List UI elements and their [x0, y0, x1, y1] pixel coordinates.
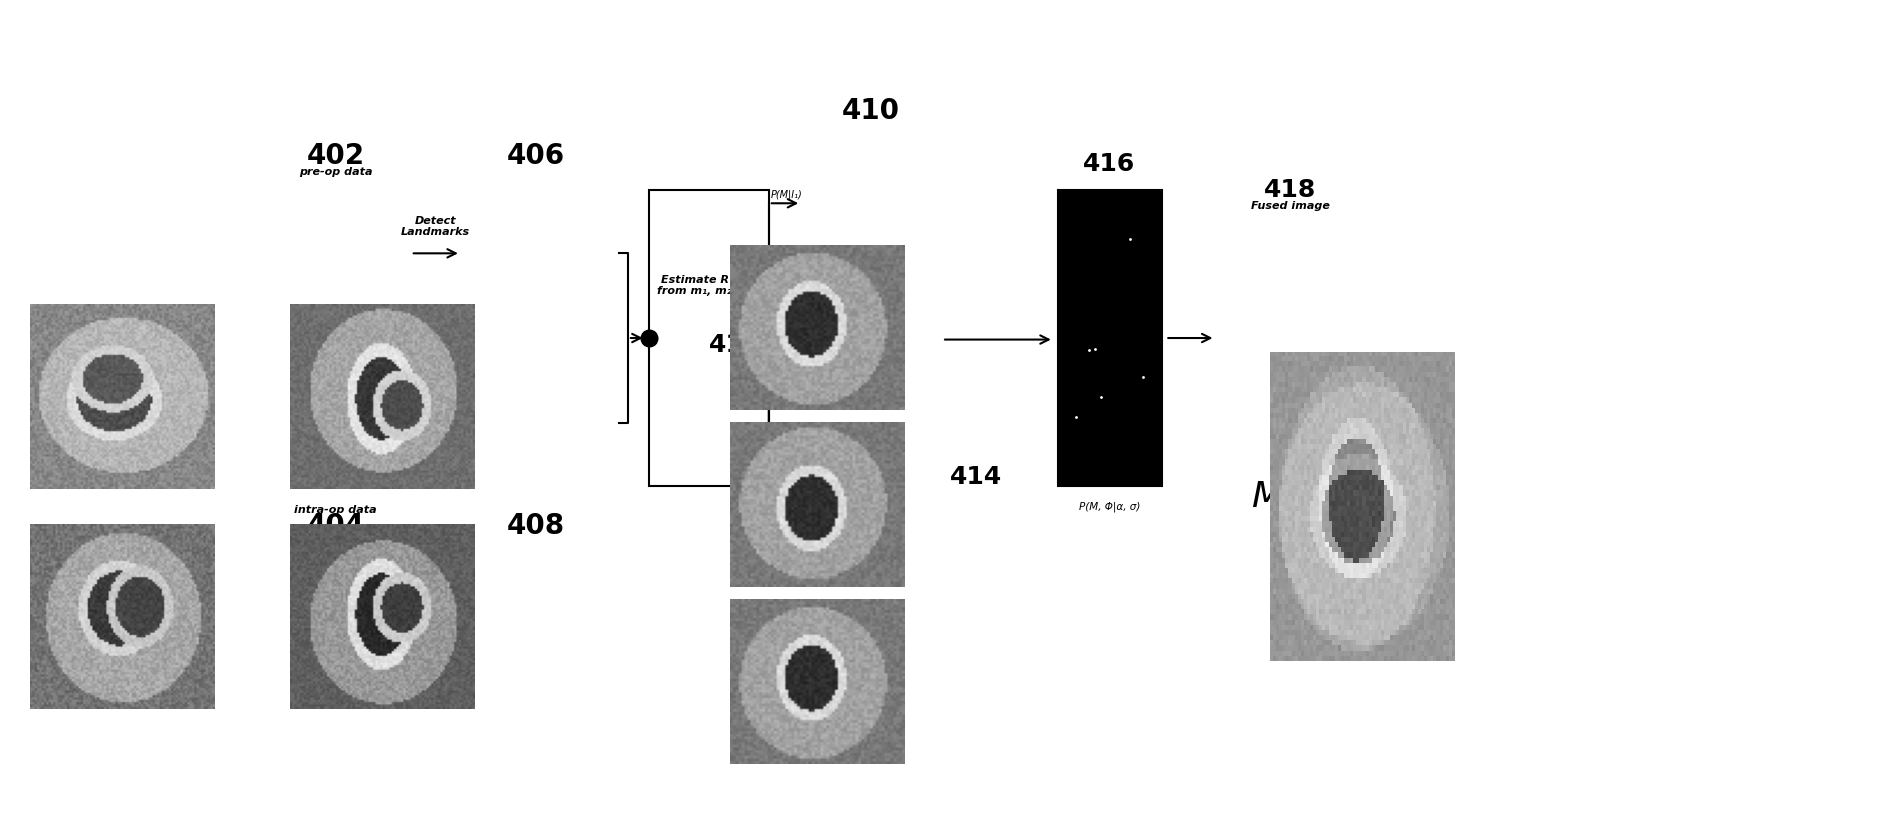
Bar: [1058, 191, 1162, 486]
Text: 416: 416: [1083, 152, 1136, 175]
Text: 410: 410: [842, 97, 899, 125]
Text: 412: 412: [710, 333, 761, 356]
Bar: [649, 191, 769, 486]
Text: intra-op: intra-op: [806, 386, 846, 395]
Text: Detect
Landmarks: Detect Landmarks: [401, 215, 469, 237]
Text: Estimate R
from m₁, m₂: Estimate R from m₁, m₂: [657, 274, 733, 296]
Text: 414: 414: [950, 464, 1001, 488]
Text: Detect
Landmarks: Detect Landmarks: [401, 385, 469, 406]
Text: intra-op data: intra-op data: [295, 505, 377, 514]
Text: 406: 406: [507, 142, 564, 170]
Text: pre-op: pre-op: [806, 249, 839, 258]
Text: P(M|I₁): P(M|I₁): [770, 190, 803, 200]
Text: Fused image: Fused image: [1251, 201, 1331, 210]
Text: P(M|I₁, Φ (î₂)): P(M|I₁, Φ (î₂)): [755, 478, 818, 490]
Text: 418: 418: [1265, 179, 1318, 202]
Text: 404: 404: [307, 511, 365, 539]
Text: $\it{M, \Phi}$: $\it{M, \Phi}$: [1251, 479, 1329, 514]
Text: P(M, Φ|α, σ): P(M, Φ|α, σ): [1079, 500, 1140, 511]
Text: pre-op data: pre-op data: [299, 166, 373, 176]
Text: 408: 408: [507, 511, 564, 539]
Text: 402: 402: [307, 142, 365, 170]
Text: P(M|Φ (I₂)): P(M|Φ (I₂)): [761, 326, 810, 337]
